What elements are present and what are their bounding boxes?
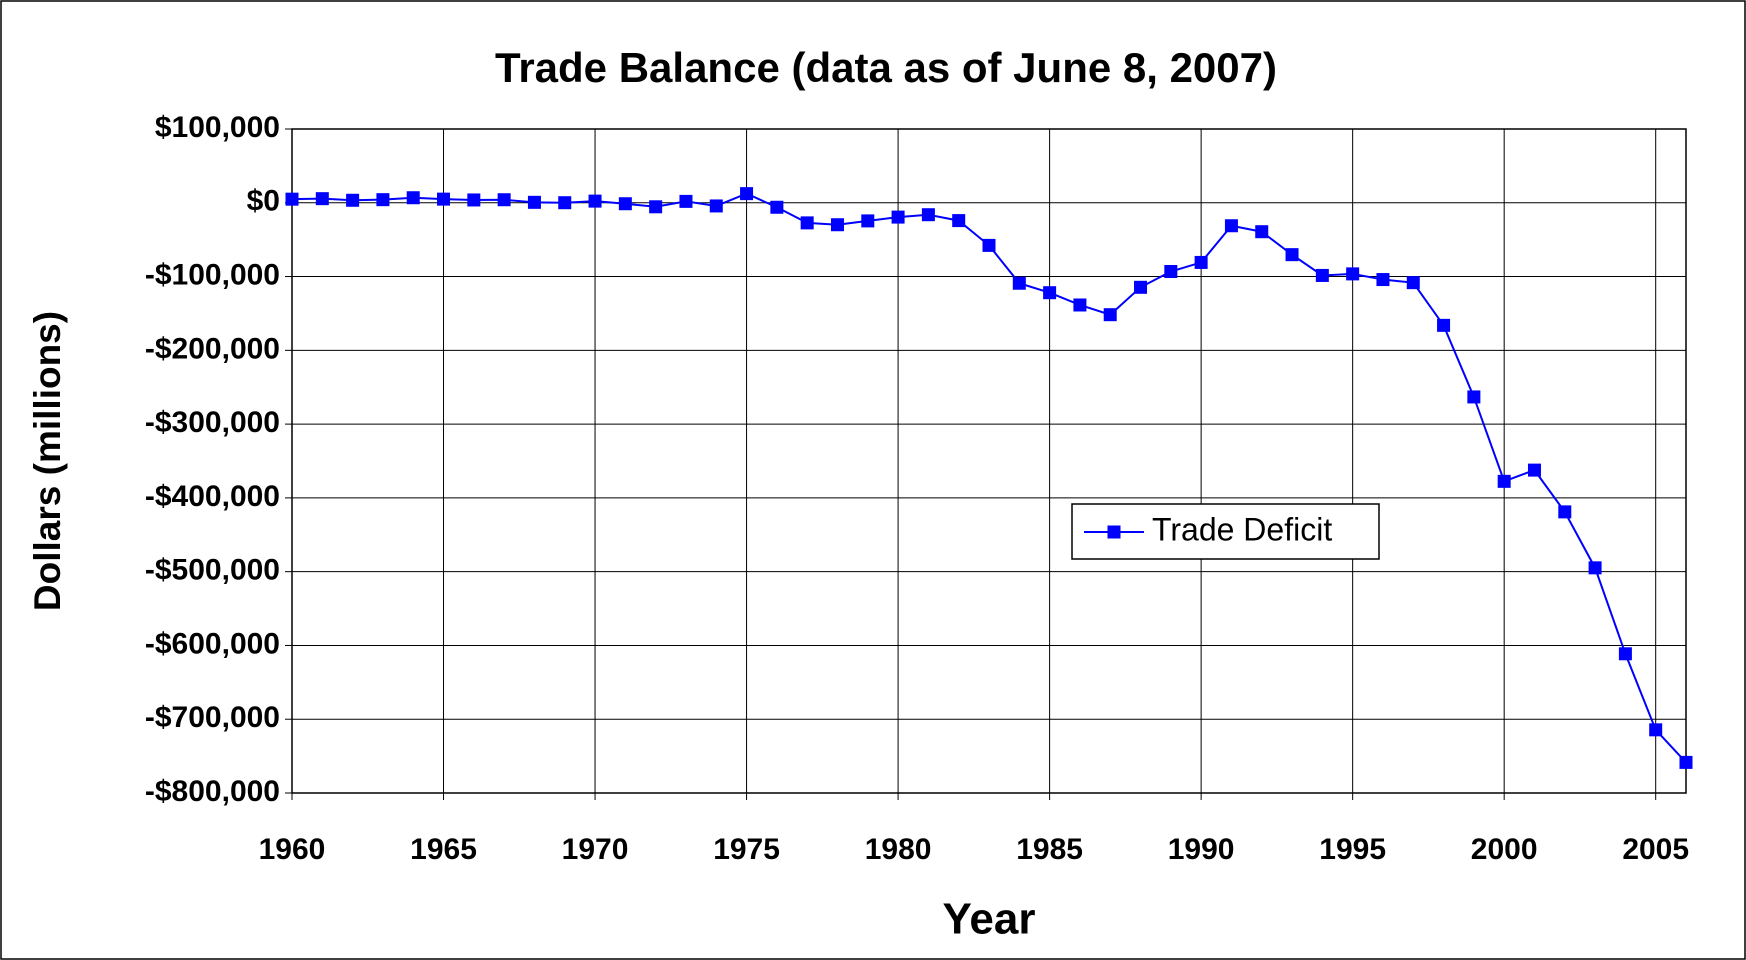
data-point	[558, 196, 572, 210]
data-point	[1103, 308, 1117, 322]
legend: Trade Deficit	[1071, 503, 1380, 560]
data-point	[497, 193, 511, 207]
data-point	[437, 192, 451, 206]
data-point	[679, 194, 693, 208]
data-point	[467, 193, 481, 207]
data-point	[1376, 273, 1390, 287]
x-tick-label: 1970	[562, 833, 629, 866]
data-point	[1043, 286, 1057, 300]
data-point	[800, 216, 814, 230]
data-point	[861, 214, 875, 228]
y-tick-label: -$700,000	[145, 701, 280, 734]
data-point	[315, 192, 329, 206]
data-point	[891, 210, 905, 224]
y-tick-label: -$300,000	[145, 406, 280, 439]
data-point	[1467, 390, 1481, 404]
data-point	[618, 197, 632, 211]
x-tick-label: 1960	[259, 833, 326, 866]
data-point	[1255, 225, 1269, 239]
y-tick-label: -$400,000	[145, 480, 280, 513]
y-tick-label: -$600,000	[145, 627, 280, 660]
y-axis-label: Dollars (millions)	[27, 311, 68, 611]
data-point	[740, 187, 754, 201]
data-point	[588, 194, 602, 208]
data-point	[952, 214, 966, 228]
x-tick-label: 1965	[410, 833, 477, 866]
x-tick-label: 1985	[1016, 833, 1083, 866]
data-point	[1285, 248, 1299, 262]
x-tick-label: 1995	[1319, 833, 1386, 866]
y-tick-label: -$100,000	[145, 258, 280, 291]
chart-title: Trade Balance (data as of June 8, 2007)	[495, 44, 1277, 91]
data-point	[1558, 505, 1572, 519]
legend-label: Trade Deficit	[1152, 511, 1332, 547]
y-tick-label: $100,000	[155, 111, 280, 144]
data-point	[921, 208, 935, 222]
y-tick-label: -$200,000	[145, 332, 280, 365]
data-point	[1164, 264, 1178, 278]
x-tick-label: 1980	[865, 833, 932, 866]
x-tick-label: 2005	[1622, 833, 1689, 866]
data-point	[1437, 318, 1451, 332]
data-point	[1679, 755, 1693, 769]
data-point	[770, 200, 784, 214]
data-point	[1224, 219, 1238, 233]
x-axis-label: Year	[943, 895, 1036, 944]
data-point	[1618, 647, 1632, 661]
data-point	[649, 200, 663, 214]
data-point	[1649, 723, 1663, 737]
data-point	[709, 199, 723, 213]
plot-area	[291, 128, 1687, 794]
data-point	[1194, 255, 1208, 269]
data-point	[1527, 463, 1541, 477]
data-point	[1406, 276, 1420, 290]
y-tick-label: -$500,000	[145, 554, 280, 587]
x-tick-label: 2000	[1471, 833, 1538, 866]
data-point	[1073, 298, 1087, 312]
data-point	[1012, 276, 1026, 290]
y-tick-label: -$800,000	[145, 775, 280, 808]
data-point	[376, 193, 390, 207]
data-point	[1346, 267, 1360, 281]
data-point	[830, 218, 844, 232]
data-point	[1134, 280, 1148, 294]
x-tick-label: 1990	[1168, 833, 1235, 866]
data-point	[285, 192, 299, 206]
data-point	[346, 193, 360, 207]
data-point	[1315, 268, 1329, 282]
data-point	[1588, 561, 1602, 575]
legend-marker	[1107, 525, 1121, 539]
data-point	[406, 191, 420, 205]
y-tick-label: $0	[247, 185, 280, 218]
data-point	[1497, 474, 1511, 488]
x-tick-label: 1975	[713, 833, 780, 866]
data-point	[982, 238, 996, 252]
data-point	[527, 195, 541, 209]
